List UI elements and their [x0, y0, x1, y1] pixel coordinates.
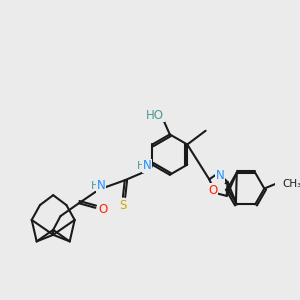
Text: HO: HO	[146, 109, 164, 122]
Text: N: N	[142, 159, 151, 172]
Text: H: H	[91, 181, 100, 191]
Text: O: O	[98, 203, 107, 216]
Text: N: N	[97, 179, 105, 192]
Text: S: S	[119, 200, 127, 212]
Text: H: H	[137, 160, 146, 171]
Text: N: N	[216, 169, 225, 182]
Text: O: O	[208, 184, 218, 197]
Text: CH₃: CH₃	[283, 179, 300, 189]
